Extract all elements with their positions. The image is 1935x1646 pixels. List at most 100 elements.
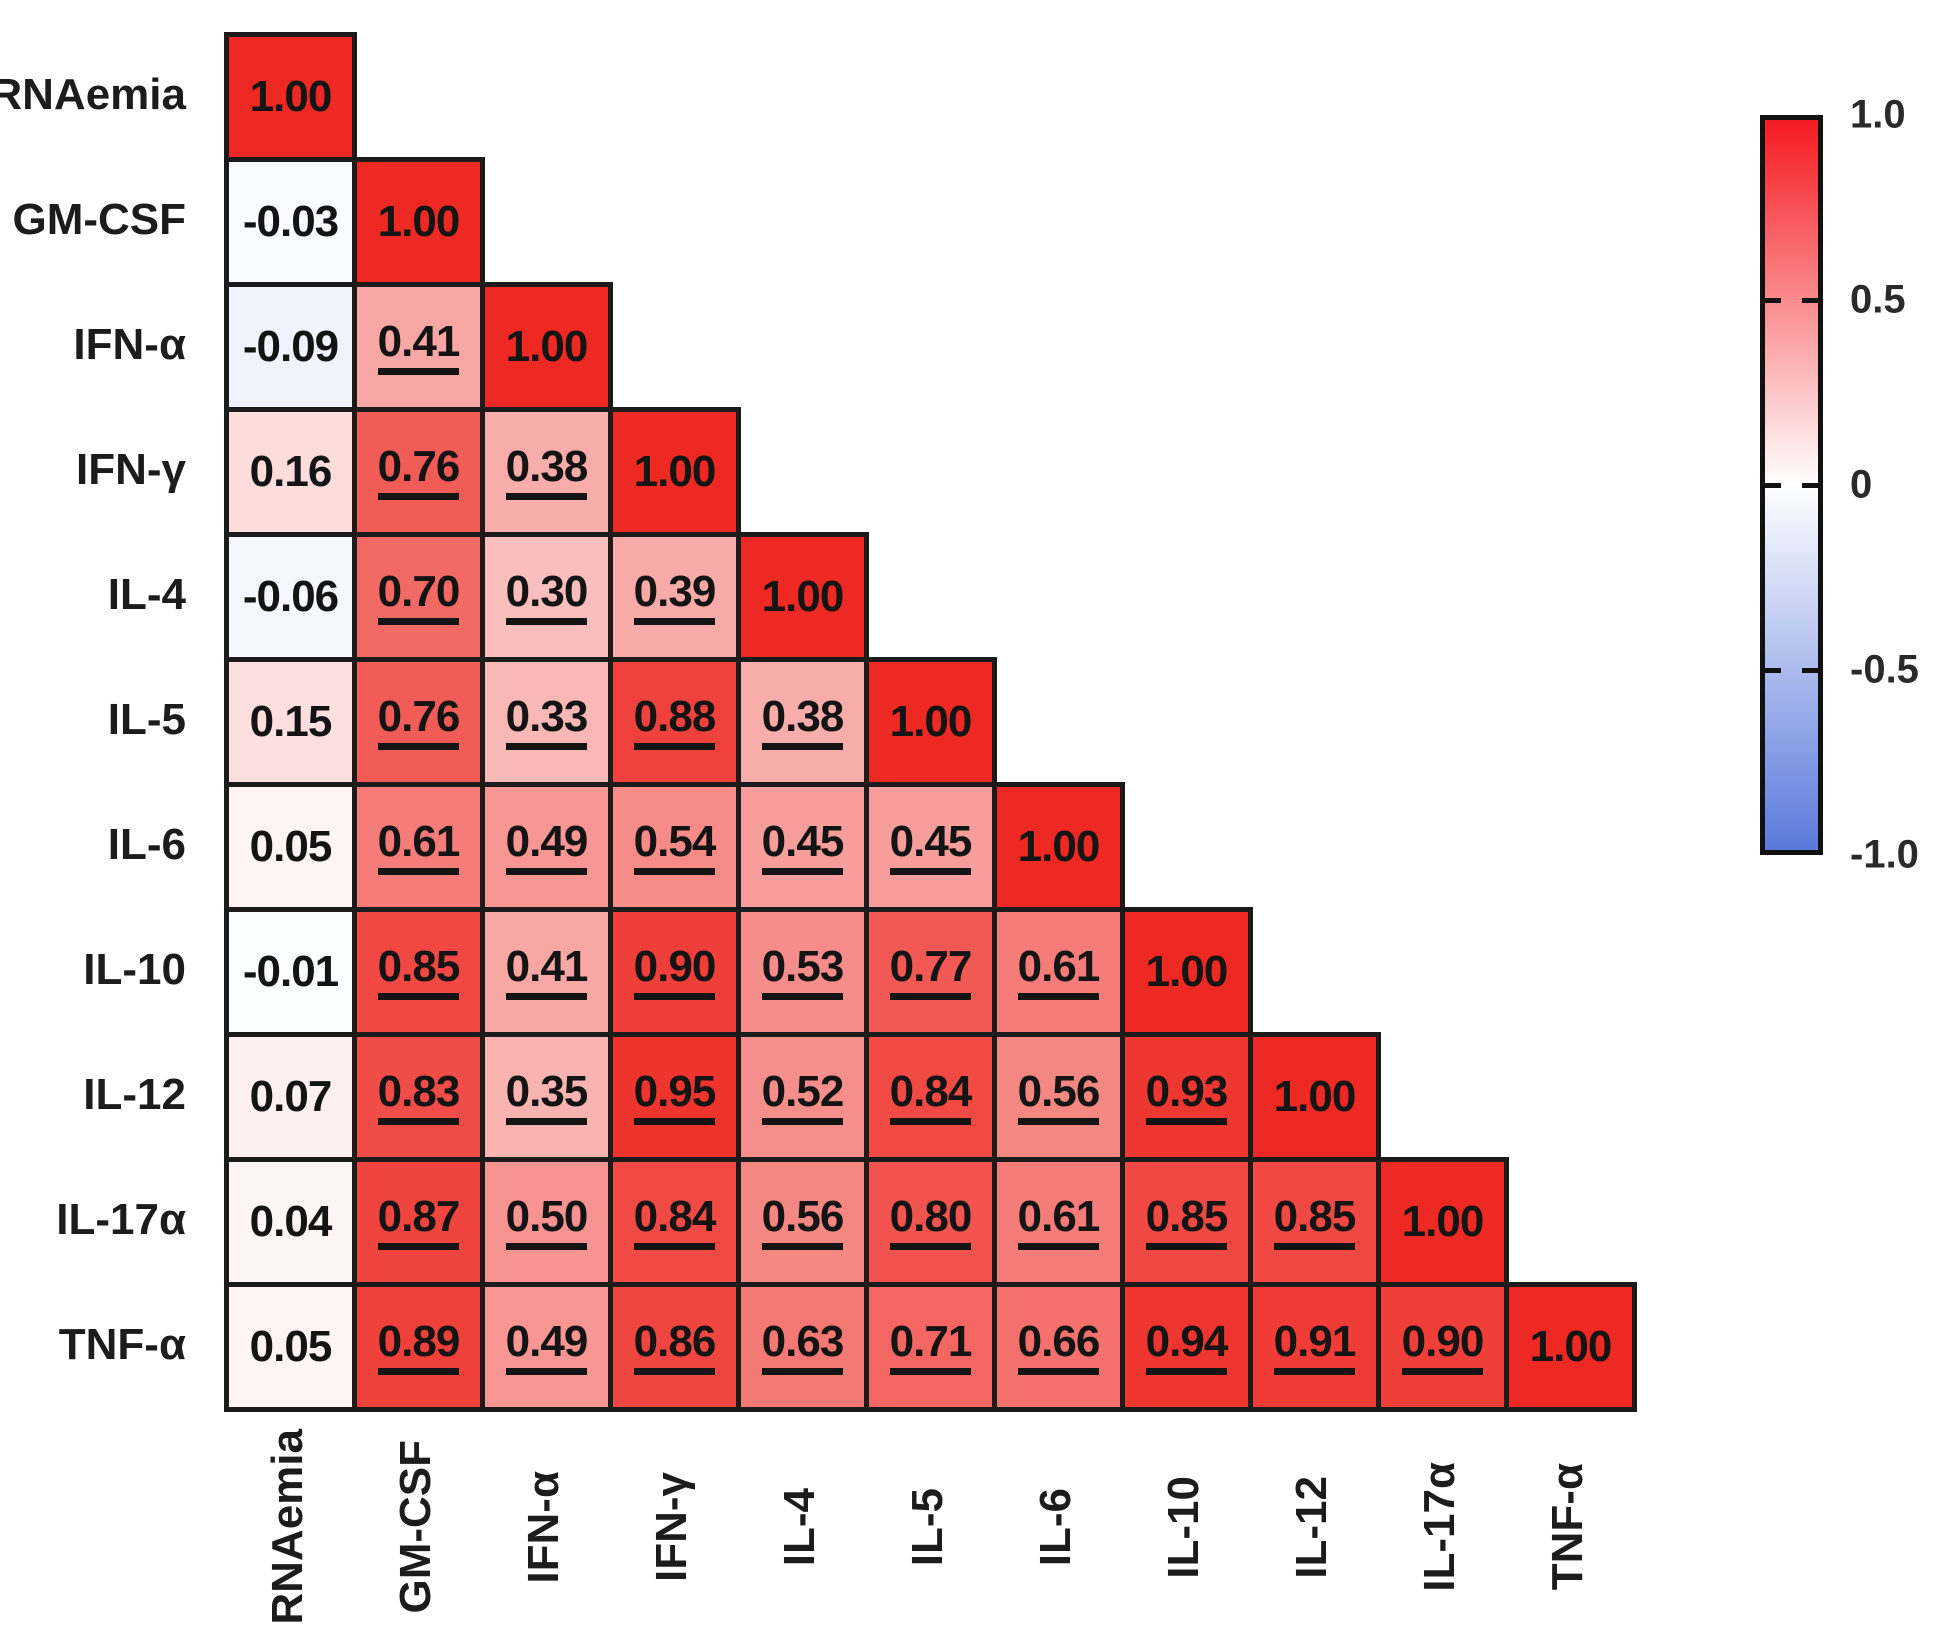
matrix-cell: 0.95 xyxy=(608,1032,741,1162)
matrix-cell: 0.45 xyxy=(864,782,997,912)
matrix-cell: 0.49 xyxy=(480,782,613,912)
matrix-cell: 0.30 xyxy=(480,532,613,662)
correlation-value: 0.76 xyxy=(377,443,460,501)
correlation-value: 0.61 xyxy=(377,818,460,876)
row-label: GM-CSF xyxy=(12,194,186,244)
matrix-cell: 0.38 xyxy=(480,407,613,537)
correlation-value: 0.16 xyxy=(249,446,333,496)
correlation-value: 0.30 xyxy=(505,568,588,626)
correlation-value: 0.84 xyxy=(633,1193,716,1251)
column-label-text: IL-12 xyxy=(1287,1475,1336,1579)
matrix-cell: 0.94 xyxy=(1120,1282,1253,1412)
matrix-cell: 1.00 xyxy=(1248,1032,1381,1162)
matrix-cell: 0.88 xyxy=(608,657,741,787)
column-label: IL-5 xyxy=(863,1411,993,1643)
matrix-cell: 1.00 xyxy=(1376,1157,1509,1287)
correlation-value: 0.80 xyxy=(889,1193,972,1251)
matrix-cell: 0.50 xyxy=(480,1157,613,1287)
colorbar-tick-mark xyxy=(1802,483,1818,488)
correlation-value: 0.84 xyxy=(889,1068,972,1126)
correlation-value: 1.00 xyxy=(1273,1071,1357,1121)
matrix-cell: -0.06 xyxy=(224,532,357,662)
correlation-value: -0.06 xyxy=(242,571,339,621)
column-label: IFN-γ xyxy=(607,1411,737,1643)
matrix-cell: 0.16 xyxy=(224,407,357,537)
colorbar-tick-label: -0.5 xyxy=(1850,647,1919,692)
matrix-cell: 0.35 xyxy=(480,1032,613,1162)
column-label: IFN-α xyxy=(479,1411,609,1643)
matrix-cell: 0.89 xyxy=(352,1282,485,1412)
matrix-cell: 0.33 xyxy=(480,657,613,787)
matrix-cell: 0.49 xyxy=(480,1282,613,1412)
column-label: IL-4 xyxy=(735,1411,865,1643)
correlation-value: 0.52 xyxy=(761,1068,844,1126)
correlation-value: 0.49 xyxy=(505,818,588,876)
matrix-cell: 0.80 xyxy=(864,1157,997,1287)
correlation-value: 0.15 xyxy=(249,696,333,746)
matrix-cell: 0.05 xyxy=(224,782,357,912)
matrix-cell: 0.61 xyxy=(352,782,485,912)
correlation-value: 0.41 xyxy=(377,318,460,376)
matrix-cell: 0.90 xyxy=(1376,1282,1509,1412)
correlation-value: 0.56 xyxy=(761,1193,844,1251)
correlation-value: 0.04 xyxy=(249,1196,333,1246)
correlation-value: 0.61 xyxy=(1017,943,1100,1001)
column-label: GM-CSF xyxy=(351,1411,481,1643)
colorbar-tick-mark xyxy=(1765,668,1781,673)
matrix-cell: 0.77 xyxy=(864,907,997,1037)
correlation-value: 1.00 xyxy=(1529,1321,1613,1371)
column-label-text: IL-6 xyxy=(1031,1487,1080,1567)
correlation-value: 0.41 xyxy=(505,943,588,1001)
matrix-cell: 0.15 xyxy=(224,657,357,787)
correlation-value: 0.56 xyxy=(1017,1068,1100,1126)
colorbar-tick-label: -1.0 xyxy=(1850,832,1919,877)
column-label: IL-12 xyxy=(1247,1411,1377,1643)
matrix-cell: 0.39 xyxy=(608,532,741,662)
row-label: IL-4 xyxy=(107,569,186,619)
matrix-cell: 0.85 xyxy=(352,907,485,1037)
correlation-value: 0.45 xyxy=(761,818,844,876)
matrix-cell: 0.45 xyxy=(736,782,869,912)
matrix-cell: 0.76 xyxy=(352,657,485,787)
matrix-cell: 0.86 xyxy=(608,1282,741,1412)
matrix-cell: 1.00 xyxy=(224,32,357,162)
correlation-value: 0.71 xyxy=(889,1318,972,1376)
correlation-value: 0.45 xyxy=(889,818,972,876)
matrix-cell: 0.71 xyxy=(864,1282,997,1412)
correlation-value: 0.50 xyxy=(505,1193,588,1251)
colorbar-tick-label: 0 xyxy=(1850,462,1873,507)
correlation-value: 0.94 xyxy=(1145,1318,1228,1376)
matrix-cell: 1.00 xyxy=(1504,1282,1637,1412)
correlation-value: 0.95 xyxy=(633,1068,716,1126)
matrix-cell: 0.53 xyxy=(736,907,869,1037)
colorbar-tick-label: 0.5 xyxy=(1850,277,1906,322)
correlation-value: -0.03 xyxy=(242,196,339,246)
correlation-value: -0.09 xyxy=(242,321,339,371)
correlation-value: 0.38 xyxy=(505,443,588,501)
matrix-cell: 1.00 xyxy=(480,282,613,412)
correlation-value: 0.85 xyxy=(1273,1193,1356,1251)
correlation-value: 1.00 xyxy=(249,71,333,121)
correlation-value: 0.77 xyxy=(889,943,972,1001)
matrix-cell: 0.07 xyxy=(224,1032,357,1162)
correlation-value: 1.00 xyxy=(377,196,461,246)
column-label-text: GM-CSF xyxy=(391,1440,440,1614)
matrix-cell: 0.52 xyxy=(736,1032,869,1162)
correlation-value: 0.83 xyxy=(377,1068,460,1126)
column-label: RNAemia xyxy=(223,1411,353,1643)
correlation-value: 0.54 xyxy=(633,818,716,876)
column-label-text: RNAemia xyxy=(263,1429,312,1625)
correlation-value: 0.70 xyxy=(377,568,460,626)
matrix-cell: 0.04 xyxy=(224,1157,357,1287)
matrix-cell: 1.00 xyxy=(352,157,485,287)
correlation-value: 0.53 xyxy=(761,943,844,1001)
row-label: IL-17α xyxy=(56,1194,186,1244)
row-label: IFN-γ xyxy=(76,444,186,494)
matrix-cell: 1.00 xyxy=(736,532,869,662)
correlation-value: 0.76 xyxy=(377,693,460,751)
matrix-cell: -0.03 xyxy=(224,157,357,287)
correlation-value: 1.00 xyxy=(889,696,973,746)
correlation-value: 0.38 xyxy=(761,693,844,751)
correlation-value: 0.07 xyxy=(249,1071,333,1121)
